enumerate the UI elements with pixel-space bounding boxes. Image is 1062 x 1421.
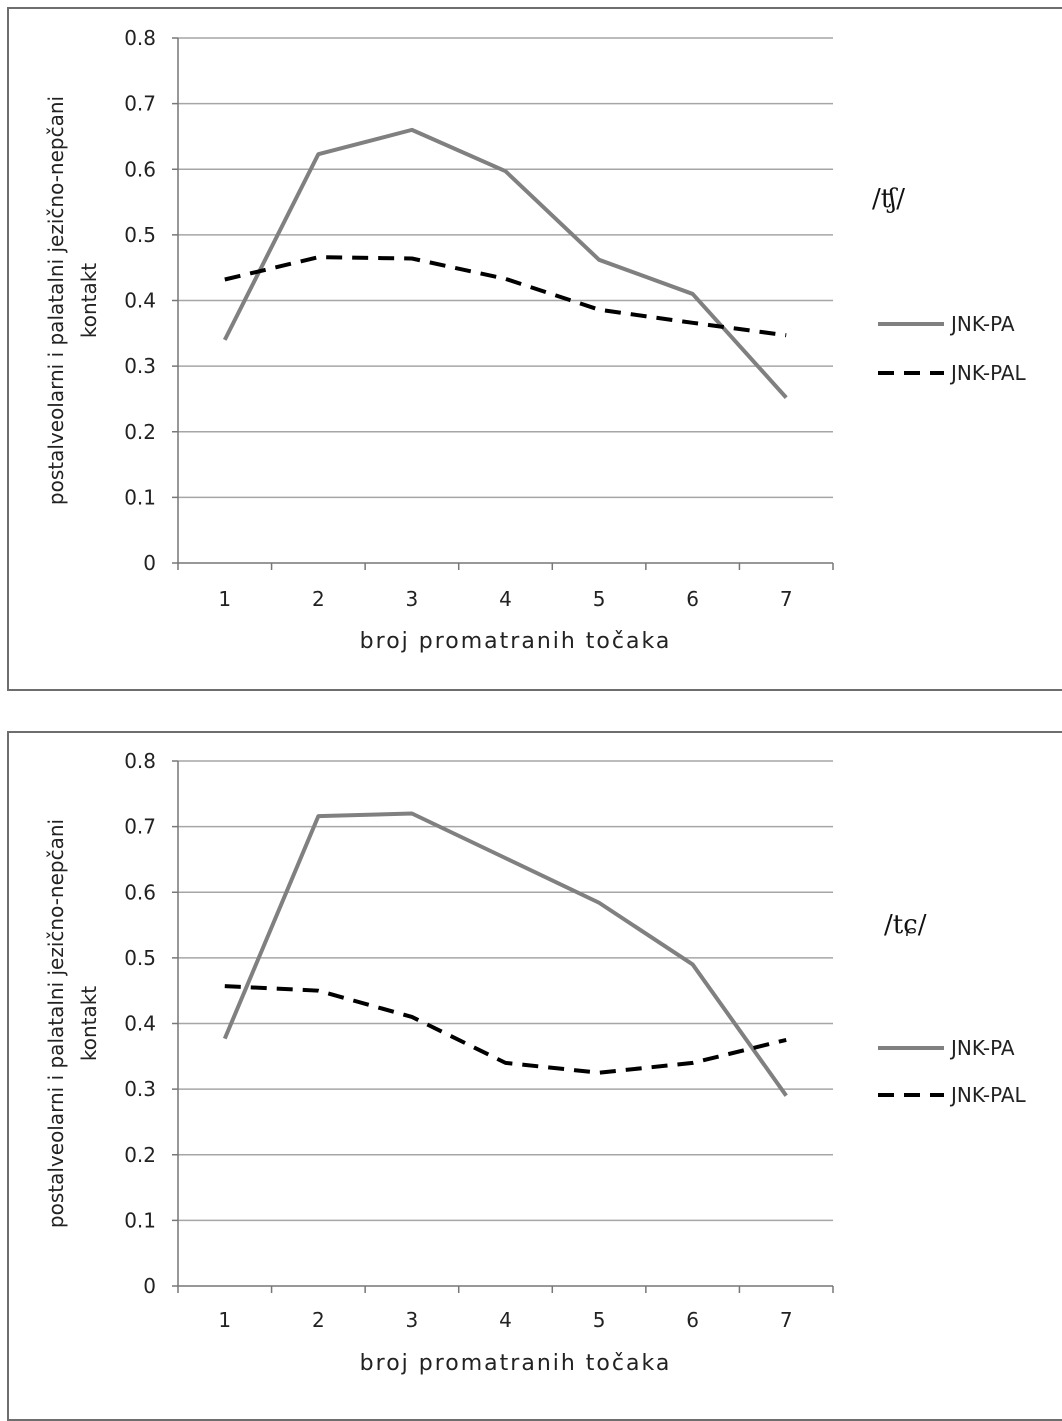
y-tick-label: 0.5 (124, 946, 156, 970)
y-tick-label: 0.7 (124, 815, 156, 839)
x-tick-label: 5 (593, 587, 606, 611)
series-line-jnk-pal (225, 986, 786, 1073)
x-tick-label: 7 (780, 1308, 793, 1332)
y-tick-label: 0 (143, 551, 156, 575)
chart-panel-1: 0 0.1 0.2 0.3 0.4 0.5 0.6 0.7 0.8 1 2 3 4 5 6 7 broj pro… (7, 7, 1062, 691)
y-axis-label: kontakt (77, 986, 101, 1061)
series-line-jnk-pa (225, 130, 786, 398)
y-tick-label: 0.3 (124, 1077, 156, 1101)
y-tick-label: 0.6 (124, 880, 156, 904)
legend-label: JNK-PAL (949, 361, 1027, 385)
y-tick-label: 0.2 (124, 1143, 156, 1167)
x-tick-label: 6 (686, 587, 699, 611)
legend-label: JNK-PA (949, 312, 1015, 336)
x-tick-label: 3 (406, 1308, 419, 1332)
y-axis-label: postalveolarni i palatalni jezično-nepča… (44, 96, 68, 505)
x-axis-label: broj promatranih točaka (360, 629, 672, 654)
y-tick-label: 0.6 (124, 157, 156, 181)
x-tick-label: 3 (406, 587, 419, 611)
x-tick-label: 4 (499, 587, 512, 611)
x-axis-label: broj promatranih točaka (360, 1351, 672, 1376)
legend-label: JNK-PA (949, 1036, 1015, 1060)
series-line-jnk-pa (225, 814, 786, 1096)
y-tick-label: 0.1 (124, 485, 156, 509)
x-tick-label: 1 (218, 1308, 231, 1332)
x-tick-label: 7 (780, 587, 793, 611)
chart-svg: 0 0.1 0.2 0.3 0.4 0.5 0.6 0.7 0.8 1 2 3 4 5 6 7 broj pro… (7, 731, 1062, 1421)
chart-panel-2: 0 0.1 0.2 0.3 0.4 0.5 0.6 0.7 0.8 1 2 3 4 5 6 7 broj pro… (7, 731, 1062, 1421)
y-tick-label: 0 (143, 1274, 156, 1298)
chart-svg: 0 0.1 0.2 0.3 0.4 0.5 0.6 0.7 0.8 1 2 3 4 5 6 7 broj pro… (7, 7, 1062, 691)
y-axis-label: kontakt (77, 263, 101, 338)
legend-label: JNK-PAL (949, 1083, 1027, 1107)
y-tick-label: 0.8 (124, 26, 156, 50)
phoneme-annotation: /tɕ/ (884, 910, 927, 940)
x-tick-label: 2 (312, 1308, 325, 1332)
y-tick-label: 0.7 (124, 92, 156, 116)
x-tick-label: 5 (593, 1308, 606, 1332)
y-tick-label: 0.5 (124, 223, 156, 247)
y-tick-label: 0.2 (124, 420, 156, 444)
y-tick-label: 0.4 (124, 1012, 156, 1036)
y-tick-label: 0.8 (124, 749, 156, 773)
x-tick-label: 6 (686, 1308, 699, 1332)
series-line-jnk-pal (225, 257, 786, 335)
y-tick-label: 0.4 (124, 289, 156, 313)
y-axis-label: postalveolarni i palatalni jezično-nepča… (44, 819, 68, 1228)
phoneme-annotation: /ʧ/ (872, 184, 905, 214)
x-tick-label: 2 (312, 587, 325, 611)
x-tick-label: 4 (499, 1308, 512, 1332)
y-tick-label: 0.3 (124, 354, 156, 378)
y-tick-label: 0.1 (124, 1208, 156, 1232)
x-tick-label: 1 (218, 587, 231, 611)
